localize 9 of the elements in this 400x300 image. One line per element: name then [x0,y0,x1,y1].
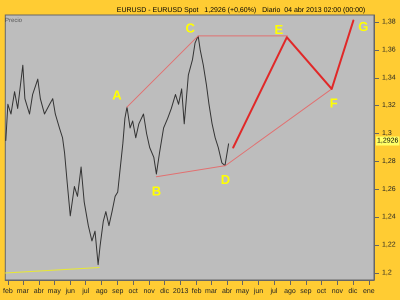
annotation: D [220,172,230,188]
annotation: A [112,88,122,103]
annotation: G [358,19,368,34]
annotation: C [185,20,196,36]
line-series [5,35,230,266]
annotation: B [152,183,162,198]
annotation: E [274,22,284,37]
line-series [232,20,354,148]
annotation: F [330,95,338,110]
